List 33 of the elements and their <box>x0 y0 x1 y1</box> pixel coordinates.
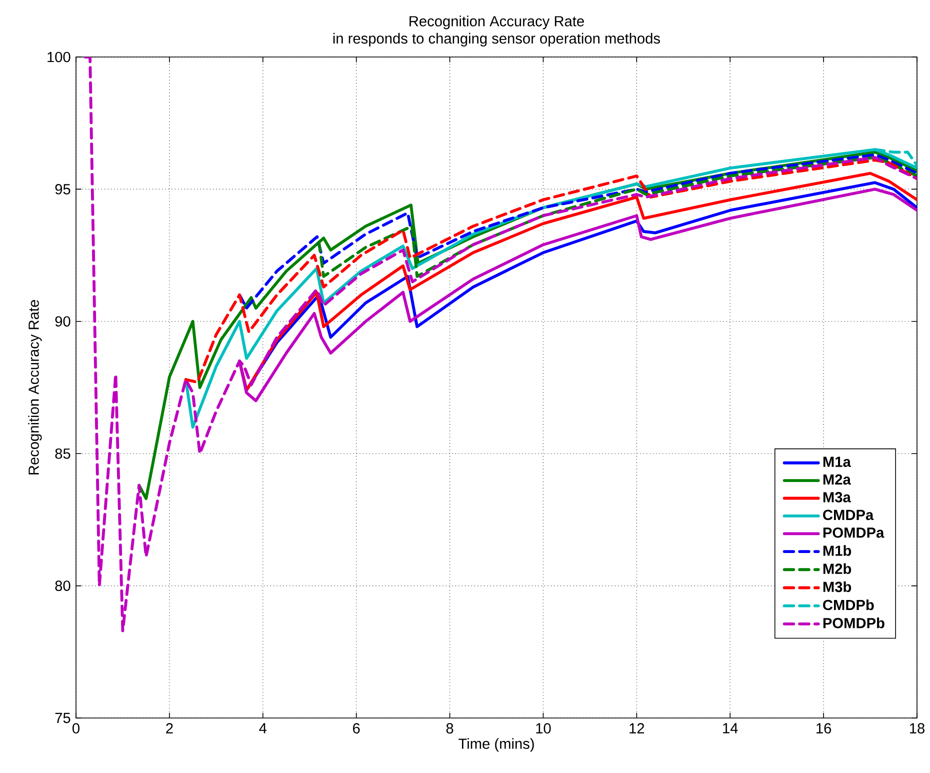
legend-label: M2b <box>823 563 852 574</box>
line-series <box>238 153 918 310</box>
chart-title: Recognition Accuracy Rate <box>410 16 584 30</box>
y-tick-label: 80 <box>55 580 70 591</box>
x-axis-title: Time (mins) <box>458 738 534 752</box>
line-series <box>84 56 918 632</box>
y-tick-label: 85 <box>55 448 70 459</box>
x-tick-label: 4 <box>259 723 267 734</box>
legend-label: CMDPa <box>823 510 874 520</box>
legend-label: M1a <box>823 456 851 467</box>
y-axis-title: Recognition Accuracy Rate <box>28 300 42 474</box>
x-tick-label: 16 <box>816 723 832 734</box>
legend-label: M1b <box>823 545 852 556</box>
y-tick-label: 95 <box>55 184 70 194</box>
legend-label: M3a <box>823 492 851 502</box>
y-tick-label: 100 <box>48 52 70 62</box>
x-tick-label: 6 <box>353 723 360 734</box>
x-tick-label: 14 <box>723 723 738 734</box>
legend-label: M3b <box>823 581 852 592</box>
y-tick-label: 75 <box>55 712 70 724</box>
legend-label: M2a <box>823 474 851 485</box>
legend-label: CMDPb <box>823 599 874 610</box>
chart-subtitle: in responds to changing sensor operation methods <box>333 32 660 47</box>
x-tick-label: 8 <box>446 723 454 734</box>
x-tick-label: 12 <box>630 723 644 734</box>
x-tick-label: 0 <box>72 723 80 734</box>
x-tick-label: 2 <box>166 723 173 734</box>
legend-label: POMDPa <box>823 527 884 538</box>
legend-label: POMDPb <box>823 618 884 628</box>
x-tick-label: 18 <box>910 723 924 734</box>
y-tick-label: 90 <box>55 316 70 327</box>
line-series <box>184 148 918 429</box>
x-tick-label: 10 <box>536 723 551 734</box>
